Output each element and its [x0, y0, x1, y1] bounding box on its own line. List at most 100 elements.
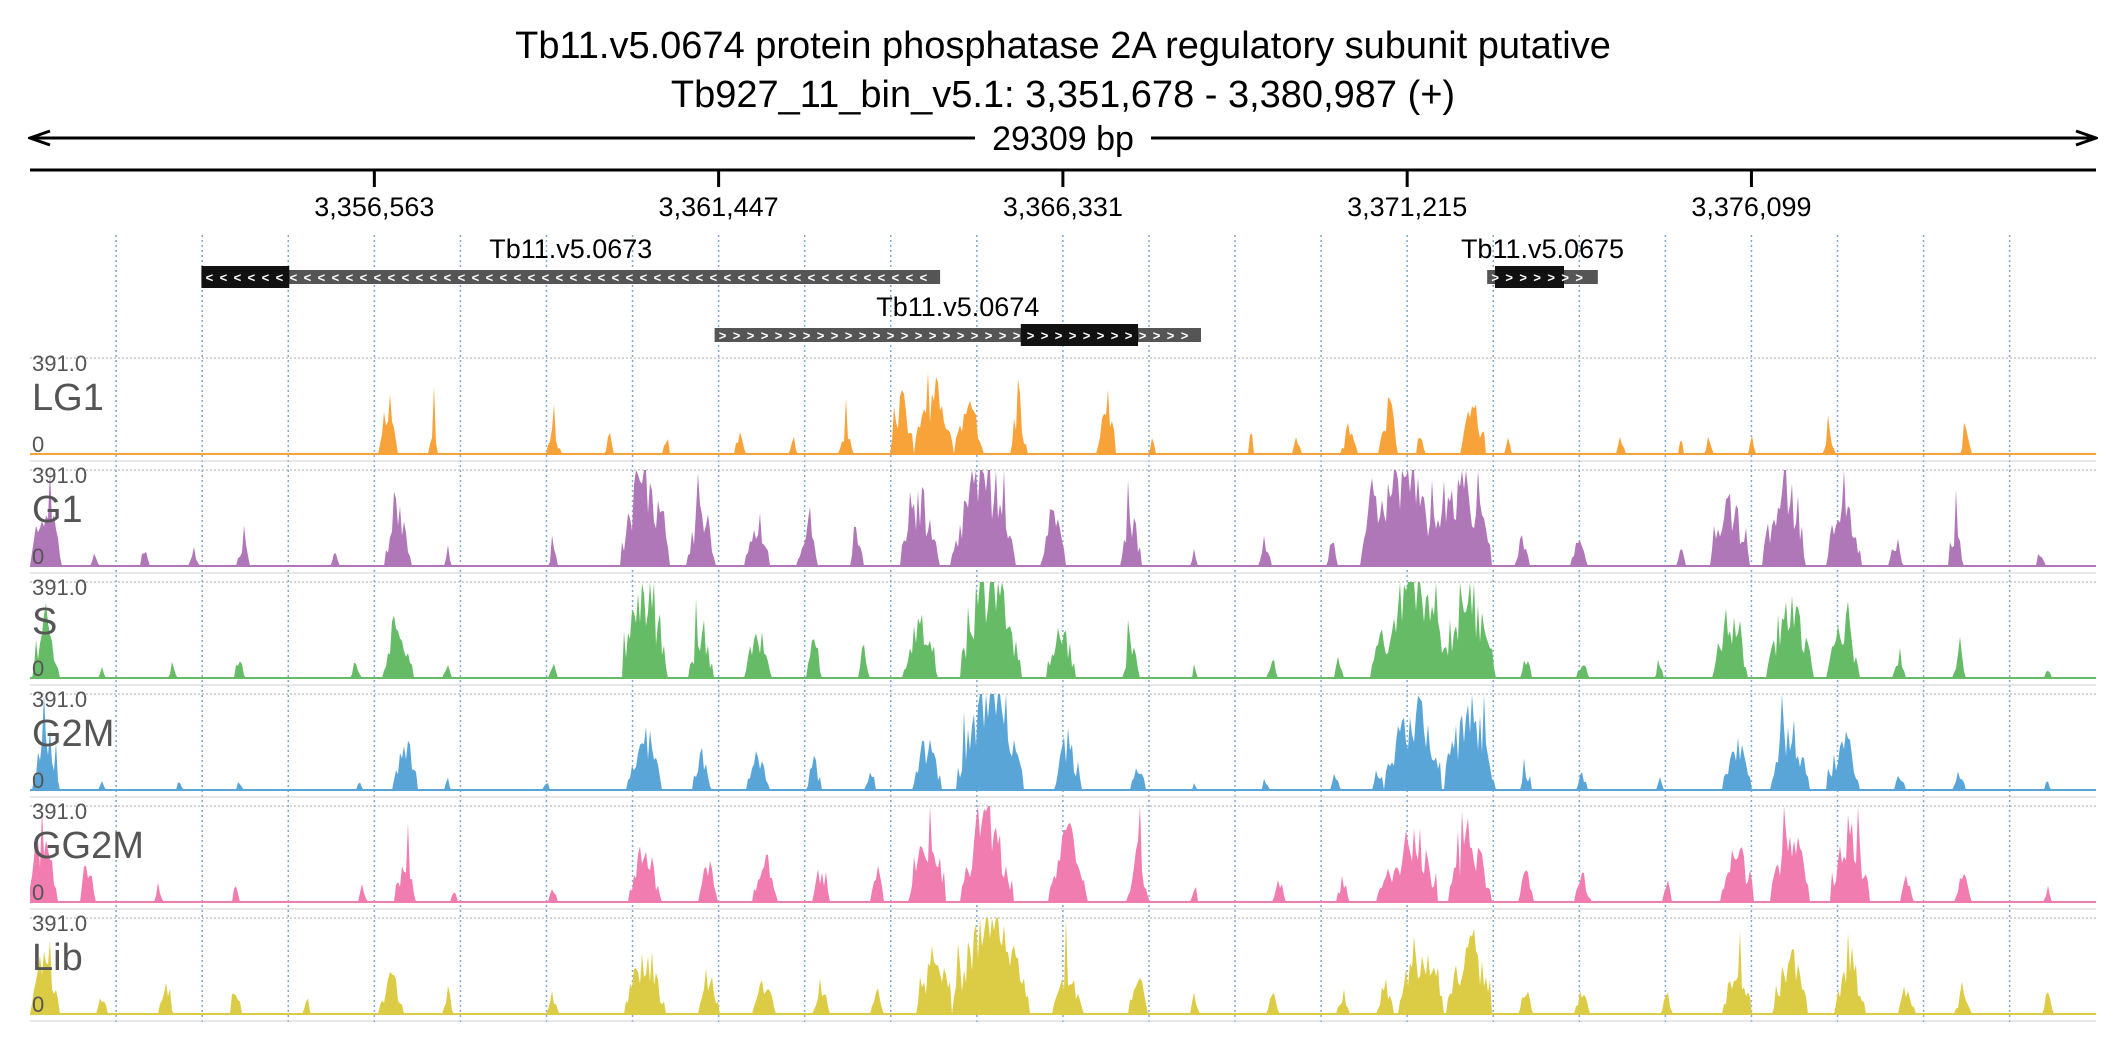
- track-name: GG2M: [32, 825, 144, 867]
- strand-chevron: <: [318, 270, 326, 285]
- coordinate-ruler: 3,356,563 3,361,447 3,366,331 3,371,215 3,37…: [30, 168, 2096, 222]
- track-min-label: 0: [32, 768, 44, 793]
- track-min-label: 0: [32, 880, 44, 905]
- strand-chevron: <: [276, 270, 284, 285]
- gene-cds: [1494, 266, 1565, 288]
- strand-chevron: <: [808, 270, 816, 285]
- strand-chevron: <: [682, 270, 690, 285]
- strand-chevron: >: [817, 328, 825, 343]
- strand-chevron: <: [696, 270, 704, 285]
- strand-chevron: >: [1153, 328, 1161, 343]
- strand-chevron: >: [1013, 328, 1021, 343]
- strand-chevron: <: [752, 270, 760, 285]
- strand-chevron: <: [472, 270, 480, 285]
- strand-chevron: <: [528, 270, 536, 285]
- strand-chevron: >: [1139, 328, 1147, 343]
- strand-chevron: <: [444, 270, 452, 285]
- ruler-tick-label: 3,376,099: [1691, 192, 1811, 222]
- strand-chevron: >: [957, 328, 965, 343]
- gene-model[interactable]: > > > > > > > Tb11.v5.0675: [1461, 234, 1624, 288]
- strand-chevron: >: [1125, 328, 1133, 343]
- strand-chevron: <: [892, 270, 900, 285]
- ruler-tick-label: 3,366,331: [1003, 192, 1123, 222]
- coverage-area: [30, 918, 2096, 1014]
- strand-chevron: >: [915, 328, 923, 343]
- gene-title: Tb11.v5.0674 protein phosphatase 2A regu…: [515, 25, 1611, 67]
- strand-chevron: <: [304, 270, 312, 285]
- strand-chevron: >: [1167, 328, 1175, 343]
- track-name: S: [32, 601, 57, 643]
- gene-utr: [201, 270, 941, 284]
- ruler-tick-label: 3,356,563: [314, 192, 434, 222]
- locus-label: Tb927_11_bin_v5.1: 3,351,678 - 3,380,987…: [671, 74, 1455, 116]
- track-name: G1: [32, 489, 83, 531]
- strand-chevron: <: [402, 270, 410, 285]
- track-min-label: 0: [32, 992, 44, 1017]
- strand-chevron: <: [430, 270, 438, 285]
- strand-chevron: >: [719, 328, 727, 343]
- strand-chevron: >: [1041, 328, 1049, 343]
- strand-chevron: <: [290, 270, 298, 285]
- strand-chevron: >: [775, 328, 783, 343]
- track-g1[interactable]: 391.0G1 0: [30, 463, 2096, 574]
- strand-chevron: >: [1533, 270, 1541, 285]
- strand-chevron: <: [416, 270, 424, 285]
- coverage-area: [30, 582, 2096, 678]
- strand-chevron: >: [873, 328, 881, 343]
- strand-chevron: >: [1069, 328, 1077, 343]
- strand-chevron: <: [794, 270, 802, 285]
- gene-model[interactable]: < < < < < < < < < < < < < < < < < < < < < < < < < < < < < < < < < < < < < < < <…: [201, 234, 941, 288]
- strand-chevron: <: [724, 270, 732, 285]
- coverage-tracks: 391.0LG10391.0G10391.0S0391.0G2M0391.0GG…: [30, 351, 2096, 1022]
- strand-chevron: <: [598, 270, 606, 285]
- strand-chevron: <: [500, 270, 508, 285]
- strand-chevron: <: [738, 270, 746, 285]
- gene-model[interactable]: > > > > > > > > > > > > > > > > > > > > > > > > > > > > > > > > > >Tb11.v…: [714, 292, 1201, 346]
- strand-chevron: <: [234, 270, 242, 285]
- gene-cds: [1020, 324, 1139, 346]
- strand-chevron: <: [570, 270, 578, 285]
- track-name: G2M: [32, 713, 114, 755]
- strand-chevron: <: [248, 270, 256, 285]
- ruler-tick-label: 3,371,215: [1347, 192, 1467, 222]
- strand-chevron: <: [640, 270, 648, 285]
- strand-chevron: <: [514, 270, 522, 285]
- strand-chevron: >: [1519, 270, 1527, 285]
- gene-label: Tb11.v5.0674: [876, 292, 1039, 322]
- strand-chevron: <: [920, 270, 928, 285]
- coverage-area: [30, 694, 2096, 790]
- track-max-label: 391.0: [32, 575, 87, 600]
- strand-chevron: >: [761, 328, 769, 343]
- strand-chevron: >: [831, 328, 839, 343]
- gene-label: Tb11.v5.0673: [489, 234, 652, 264]
- strand-chevron: >: [1561, 270, 1569, 285]
- strand-chevron: >: [1027, 328, 1035, 343]
- strand-chevron: <: [332, 270, 340, 285]
- ruler-tick-label: 3,361,447: [659, 192, 779, 222]
- track-min-label: 0: [32, 656, 44, 681]
- strand-chevron: >: [789, 328, 797, 343]
- strand-chevron: <: [486, 270, 494, 285]
- strand-chevron: <: [780, 270, 788, 285]
- strand-chevron: >: [1111, 328, 1119, 343]
- strand-chevron: <: [626, 270, 634, 285]
- strand-chevron: <: [360, 270, 368, 285]
- strand-chevron: >: [999, 328, 1007, 343]
- strand-chevron: >: [1547, 270, 1555, 285]
- strand-chevron: <: [346, 270, 354, 285]
- track-min-label: 0: [32, 544, 44, 569]
- strand-chevron: <: [220, 270, 228, 285]
- strand-chevron: >: [1491, 270, 1499, 285]
- coverage-area: [30, 470, 2096, 566]
- strand-chevron: >: [1181, 328, 1189, 343]
- strand-chevron: >: [1097, 328, 1105, 343]
- strand-chevron: >: [747, 328, 755, 343]
- strand-chevron: <: [822, 270, 830, 285]
- gene-cds: [201, 266, 290, 288]
- track-s[interactable]: 391.0S 0: [30, 575, 2096, 686]
